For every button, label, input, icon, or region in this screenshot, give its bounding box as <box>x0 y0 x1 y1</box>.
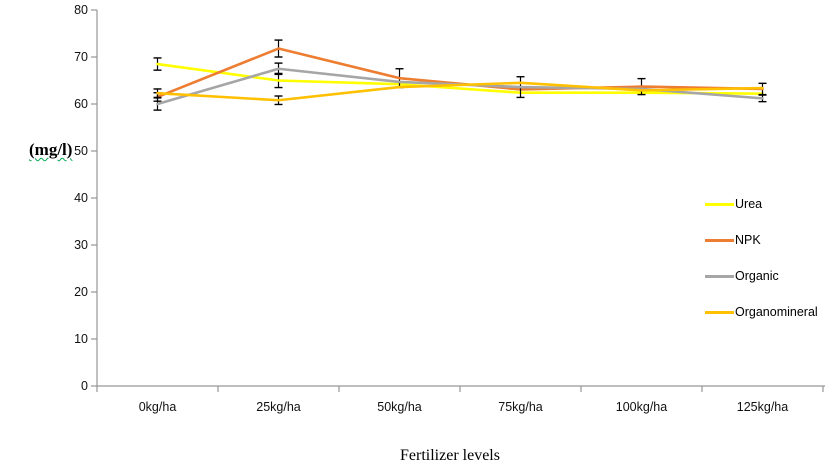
y-tick-label: 30 <box>74 238 88 252</box>
y-tick-label: 50 <box>74 144 88 158</box>
legend-label-urea: Urea <box>735 197 763 211</box>
legend-label-organomineral: Organomineral <box>735 305 818 319</box>
y-tick-label: 70 <box>74 50 88 64</box>
x-tick-label: 100kg/ha <box>616 400 667 414</box>
legend-item-urea: Urea <box>705 196 818 212</box>
x-tick-label: 25kg/ha <box>256 400 301 414</box>
legend-line-swatch-urea <box>705 202 734 206</box>
legend-label-npk: NPK <box>735 233 761 247</box>
x-tick-label: 0kg/ha <box>139 400 177 414</box>
x-tick-label: 75kg/ha <box>498 400 543 414</box>
x-tick-label: 50kg/ha <box>377 400 422 414</box>
y-axis-title: (mg/l) <box>29 140 73 159</box>
x-axis-title: Fertilizer levels <box>400 447 500 464</box>
y-tick-label: 0 <box>81 379 88 393</box>
y-tick-label: 60 <box>74 97 88 111</box>
y-tick-label: 10 <box>74 332 88 346</box>
legend-label-organic: Organic <box>735 269 779 283</box>
legend-item-organic: Organic <box>705 268 818 284</box>
y-tick-label: 20 <box>74 285 88 299</box>
series-line-organomineral <box>156 81 764 102</box>
legend-line-swatch-organomineral <box>705 310 734 314</box>
legend-line-swatch-npk <box>705 238 734 242</box>
legend-item-npk: NPK <box>705 232 818 248</box>
legend-line-swatch-organic <box>705 274 734 278</box>
y-tick-label: 40 <box>74 191 88 205</box>
legend-item-organomineral: Organomineral <box>705 304 818 320</box>
series-line-urea <box>156 62 764 95</box>
legend: Urea NPK Organic Organomineral <box>705 196 818 340</box>
y-tick-label: 80 <box>74 3 88 17</box>
x-tick-label: 125kg/ha <box>737 400 788 414</box>
